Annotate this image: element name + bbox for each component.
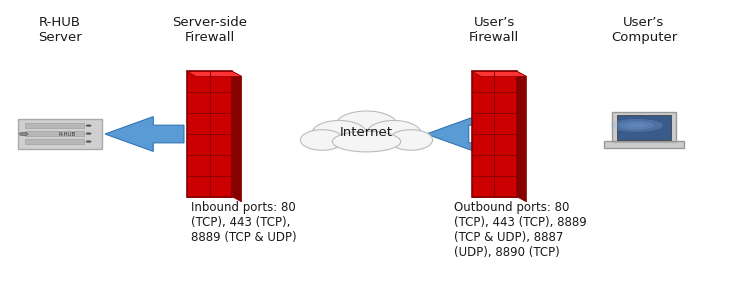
Polygon shape (187, 71, 242, 76)
Text: R-HUB: R-HUB (59, 132, 75, 137)
Text: Inbound ports: 80
(TCP), 443 (TCP),
8889 (TCP & UDP): Inbound ports: 80 (TCP), 443 (TCP), 8889… (191, 201, 297, 244)
Polygon shape (517, 71, 526, 202)
FancyBboxPatch shape (25, 139, 84, 144)
FancyBboxPatch shape (612, 112, 676, 142)
Ellipse shape (611, 119, 663, 132)
Text: Outbound ports: 80
(TCP), 443 (TCP), 8889
(TCP & UDP), 8887
(UDP), 8890 (TCP): Outbound ports: 80 (TCP), 443 (TCP), 888… (454, 201, 587, 259)
Ellipse shape (312, 120, 366, 147)
Ellipse shape (389, 130, 432, 150)
FancyBboxPatch shape (604, 141, 684, 147)
FancyBboxPatch shape (18, 119, 102, 149)
Ellipse shape (335, 111, 398, 141)
Polygon shape (427, 117, 474, 151)
Circle shape (86, 124, 92, 127)
Circle shape (86, 141, 92, 143)
Ellipse shape (619, 121, 655, 130)
Circle shape (86, 132, 92, 135)
Text: User’s
Computer: User’s Computer (611, 16, 677, 44)
Circle shape (19, 132, 28, 136)
Text: R-HUB
Server: R-HUB Server (38, 16, 81, 44)
FancyBboxPatch shape (471, 71, 517, 197)
Ellipse shape (301, 130, 344, 150)
FancyBboxPatch shape (25, 131, 84, 136)
Text: User’s
Firewall: User’s Firewall (469, 16, 520, 44)
FancyBboxPatch shape (617, 115, 671, 140)
Polygon shape (105, 117, 184, 151)
FancyBboxPatch shape (25, 123, 84, 128)
Ellipse shape (628, 123, 646, 128)
Polygon shape (471, 71, 526, 76)
FancyBboxPatch shape (187, 71, 232, 197)
Text: Server-side
Firewall: Server-side Firewall (172, 16, 247, 44)
Polygon shape (232, 71, 242, 202)
Ellipse shape (366, 120, 421, 147)
Text: Internet: Internet (340, 126, 393, 139)
Ellipse shape (332, 131, 401, 152)
